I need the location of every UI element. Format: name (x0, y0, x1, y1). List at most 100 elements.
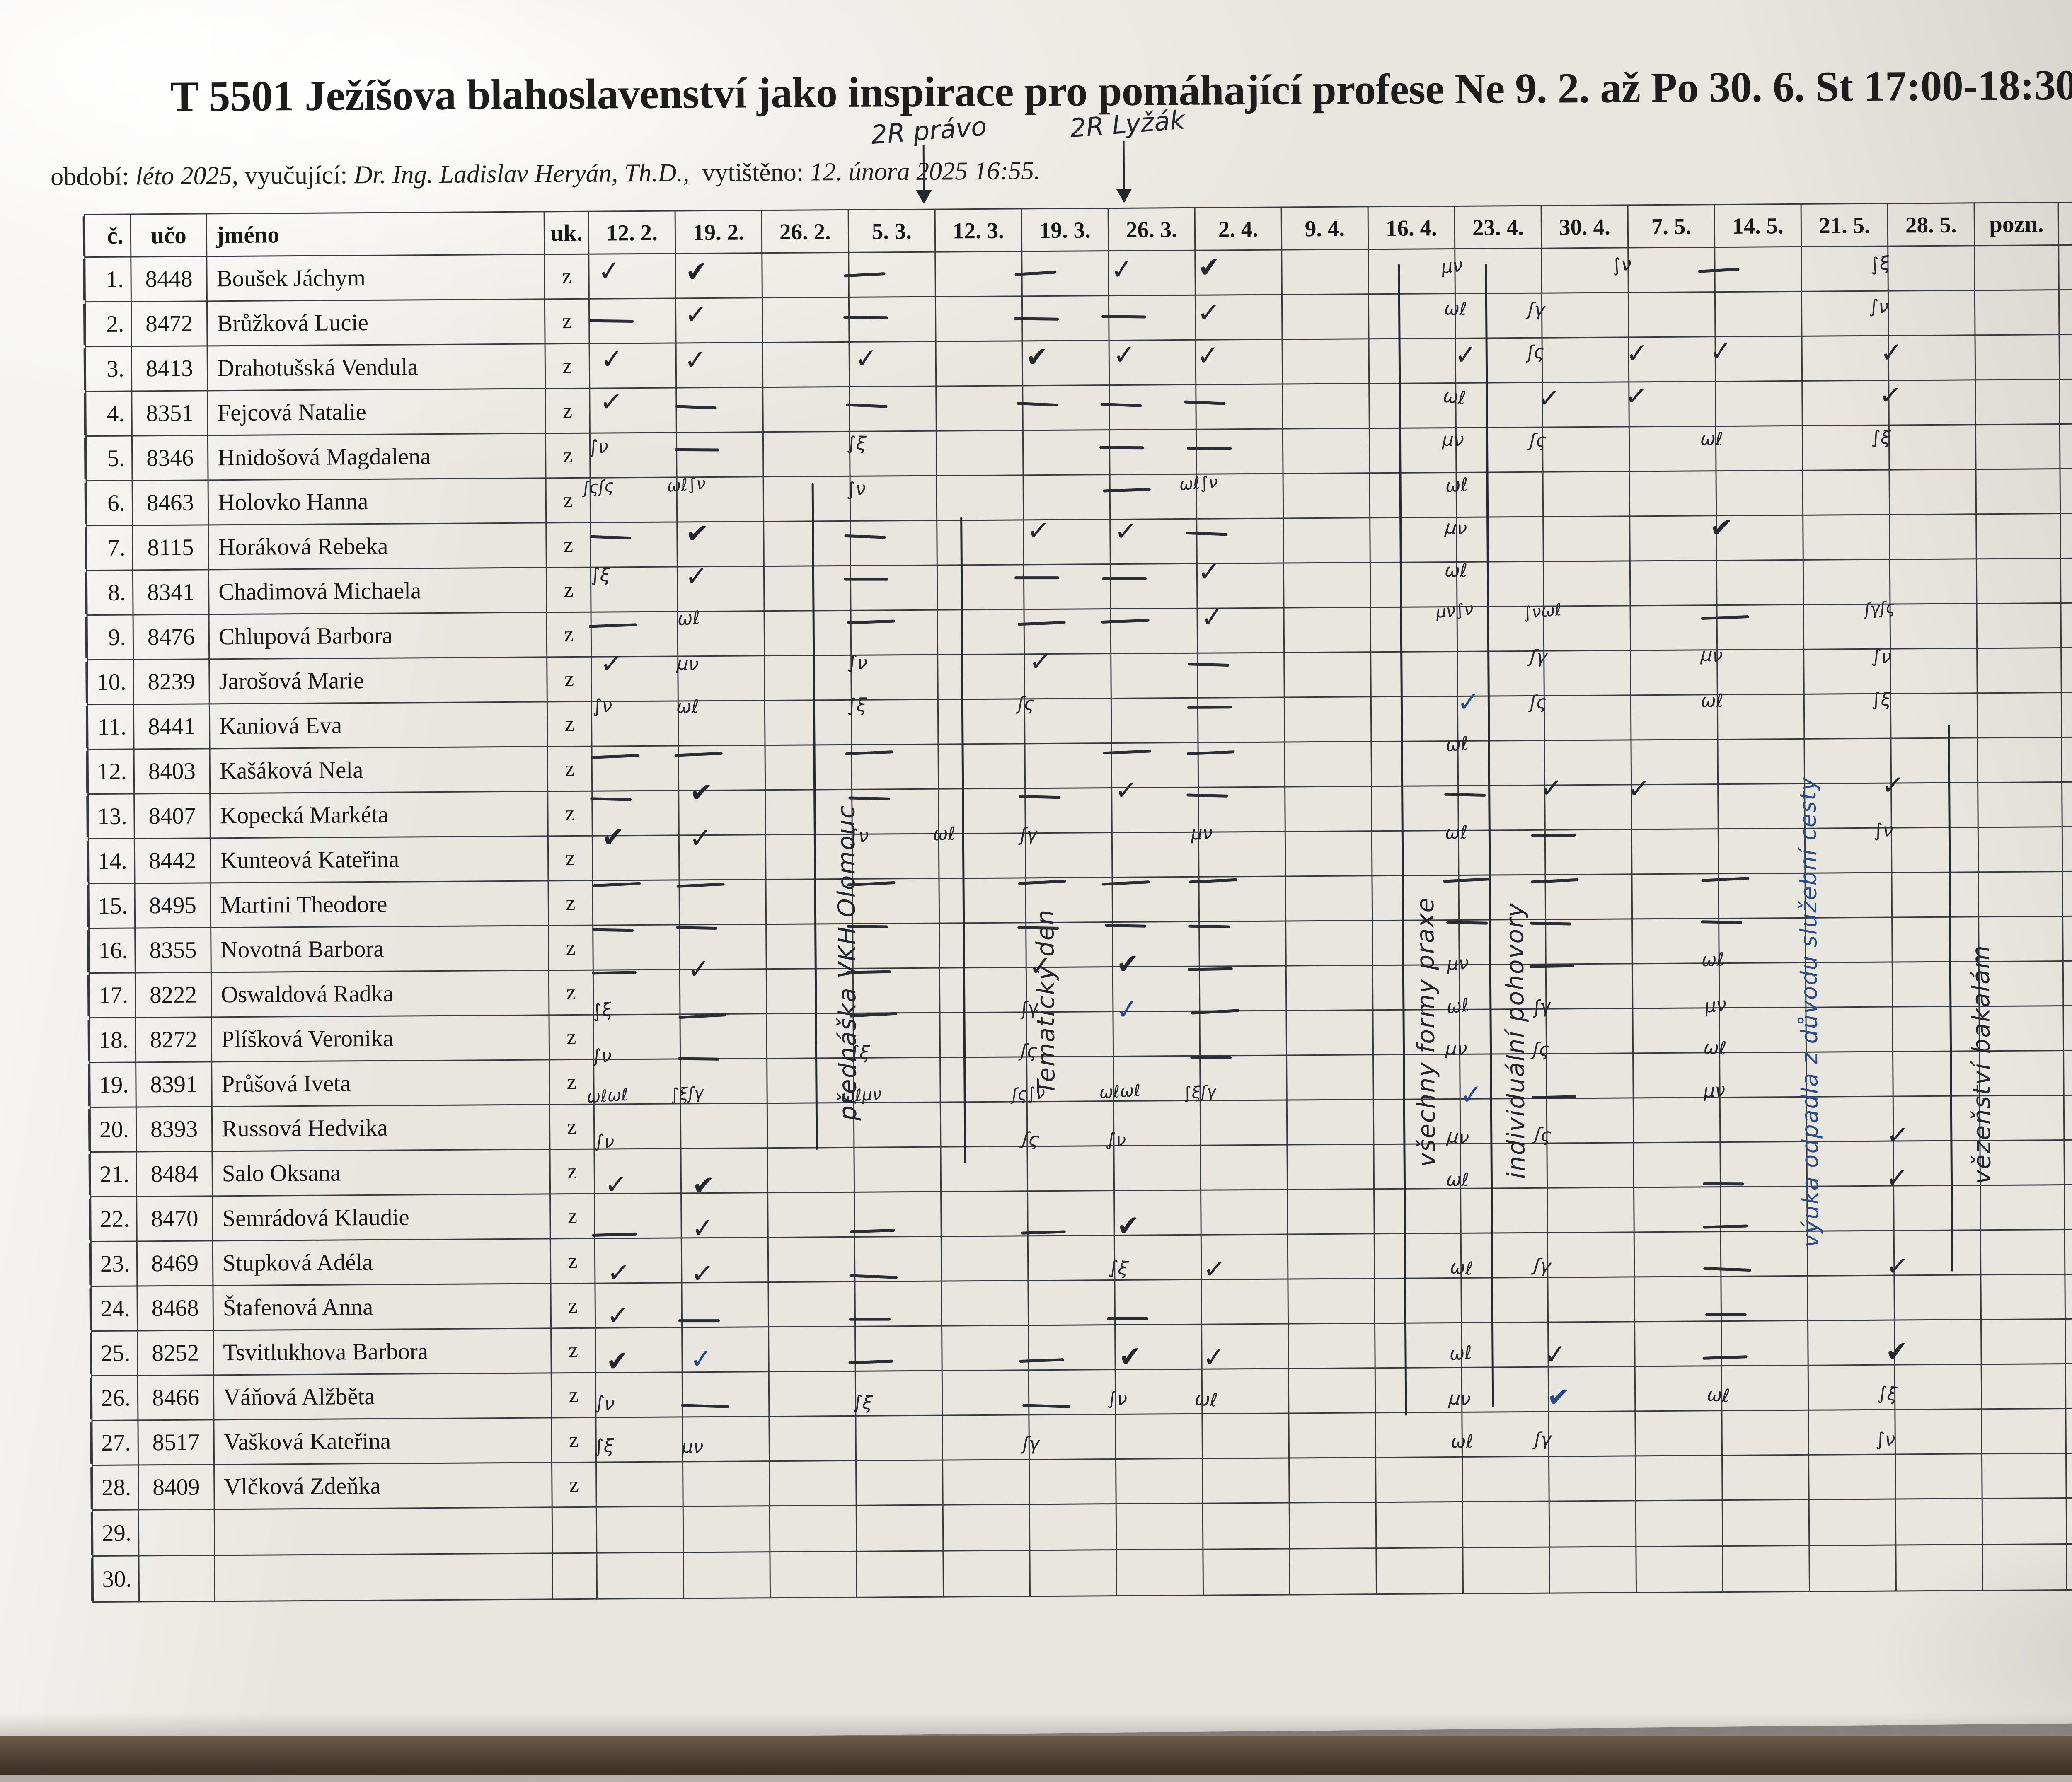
cell-attendance (762, 342, 850, 387)
header-z: z (2058, 202, 2072, 245)
cell-attendance (1111, 653, 1198, 699)
cell-attendance (1028, 1235, 1115, 1281)
cell-attendance (762, 387, 850, 432)
cell-attendance (1370, 517, 1457, 563)
cell-attendance (1721, 1231, 1808, 1277)
cell-attendance (767, 1058, 854, 1103)
cell-attendance (1636, 1500, 1723, 1547)
cell-attendance (593, 924, 680, 970)
cell-attendance (1542, 292, 1629, 338)
cell-uco: 8355 (135, 927, 211, 973)
cell-attendance (1375, 1457, 1463, 1502)
cell-z (2065, 1318, 2072, 1364)
cell-attendance (1630, 605, 1717, 650)
cell-attendance (593, 1014, 680, 1060)
cell-attendance (1888, 335, 1975, 381)
cell-attendance (1198, 787, 1285, 832)
cell-attendance (764, 655, 852, 701)
cell-attendance (1895, 1498, 1982, 1545)
cell-attendance (1369, 338, 1456, 384)
cell-attendance (1629, 515, 1717, 561)
cell-name: Salo Oksana (212, 1149, 550, 1196)
cell-attendance (849, 297, 936, 342)
cell-attendance (1804, 783, 1892, 829)
cell-attendance (1109, 429, 1197, 475)
cell-number: 28. (92, 1465, 139, 1510)
cell-attendance (1890, 559, 1977, 604)
cell-number: 20. (90, 1107, 136, 1152)
cell-attendance (1287, 1189, 1375, 1234)
cell-z (2058, 244, 2072, 290)
cell-attendance (1722, 1545, 1810, 1592)
cell-attendance (939, 922, 1026, 968)
cell-attendance (678, 655, 765, 701)
header-date-1: 19. 2. (675, 210, 762, 254)
cell-attendance (1548, 1411, 1636, 1457)
cell-attendance (595, 1327, 683, 1373)
cell-attendance (1202, 1368, 1289, 1414)
cell-attendance (1892, 961, 1979, 1007)
cell-attendance (940, 1057, 1027, 1103)
cell-attendance (680, 1058, 767, 1104)
cell-attendance (676, 432, 764, 477)
cell-attendance (1720, 1186, 1808, 1232)
cell-attendance (1722, 1455, 1809, 1500)
cell-attendance (1287, 1144, 1374, 1190)
cell-attendance (1029, 1459, 1116, 1504)
header-date-5: 19. 3. (1021, 208, 1109, 251)
cell-attendance (1807, 1186, 1894, 1231)
cell-attendance (683, 1506, 770, 1552)
cell-attendance (1024, 743, 1112, 788)
cell-attendance (1110, 519, 1197, 564)
cell-attendance (1806, 1052, 1893, 1097)
cell-attendance (1025, 832, 1112, 878)
cell-attendance (1719, 1007, 1806, 1053)
cell-attendance (1462, 1367, 1549, 1412)
header-pozn: pozn. (1974, 202, 2059, 246)
cell-z (2065, 1363, 2072, 1409)
cell-uk: z (545, 388, 590, 433)
cell-attendance (849, 341, 936, 387)
cell-uco (138, 1509, 215, 1556)
cell-attendance (1372, 875, 1459, 921)
cell-attendance (1375, 1412, 1462, 1458)
cell-attendance (854, 1102, 941, 1148)
cell-attendance (1895, 1544, 1983, 1591)
cell-attendance (1199, 966, 1286, 1011)
cell-attendance (1283, 473, 1370, 519)
cell-attendance (1809, 1545, 1896, 1592)
cell-attendance (852, 878, 939, 924)
cell-attendance (1462, 1456, 1549, 1502)
cell-attendance (1027, 1146, 1114, 1191)
cell-attendance (1546, 963, 1633, 1009)
cell-number: 15. (89, 883, 135, 928)
cell-attendance (1636, 1546, 1723, 1593)
cell-number: 25. (91, 1330, 138, 1376)
cell-attendance (1460, 1054, 1547, 1099)
cell-attendance (677, 566, 765, 612)
cell-attendance (1544, 740, 1631, 786)
cell-attendance (1544, 695, 1631, 741)
cell-z (2063, 1050, 2072, 1095)
cell-attendance (1805, 917, 1893, 963)
cell-attendance (1200, 1055, 1287, 1101)
cell-attendance (1116, 1503, 1203, 1550)
cell-attendance (939, 967, 1026, 1013)
cell-attendance (766, 924, 853, 969)
cell-attendance (938, 788, 1026, 834)
cell-uk: z (549, 1015, 594, 1060)
cell-attendance (1807, 1231, 1894, 1276)
cell-attendance (1370, 562, 1457, 607)
header-uk: uk. (544, 211, 589, 254)
cell-attendance (1634, 1276, 1721, 1322)
header-date-11: 30. 4. (1541, 205, 1628, 249)
cell-attendance (683, 1552, 770, 1598)
cell-attendance (856, 1551, 944, 1598)
cell-attendance (1715, 291, 1802, 337)
cell-attendance (1372, 920, 1460, 965)
cell-attendance (1283, 607, 1371, 653)
cell-pozn (1977, 648, 2062, 693)
cell-attendance (680, 1103, 767, 1149)
cell-attendance (938, 699, 1025, 745)
cell-attendance (595, 1238, 682, 1284)
